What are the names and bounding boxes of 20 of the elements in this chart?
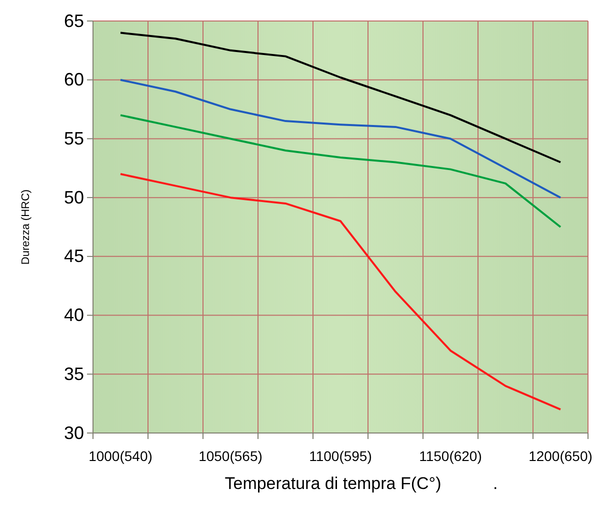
y-axis-title: Durezza (HRC) [20,189,32,265]
y-tick-label: 35 [64,364,84,384]
y-tick-label: 65 [64,10,84,31]
text: . [493,474,498,493]
line-series [120,78,562,199]
line-series [120,114,562,228]
line-series [120,173,562,410]
x-tick-label: 1150(620) [419,448,482,464]
x-tick-label: 1100(595) [309,448,372,464]
y-tick-label: 50 [64,187,84,208]
line-series [120,32,562,164]
y-tick-label: 45 [64,246,84,266]
x-tick-label: 1050(565) [198,448,262,464]
y-tick-label: 60 [64,70,84,90]
y-tick-label: 30 [64,422,84,443]
x-axis-title: Temperatura di tempra F(C°) [224,474,442,493]
y-tick-label: 40 [64,305,84,326]
x-tick-label: 1200(650) [528,448,592,464]
y-tick-label: 55 [64,128,84,148]
x-tick-label: 1000(540) [88,448,152,464]
